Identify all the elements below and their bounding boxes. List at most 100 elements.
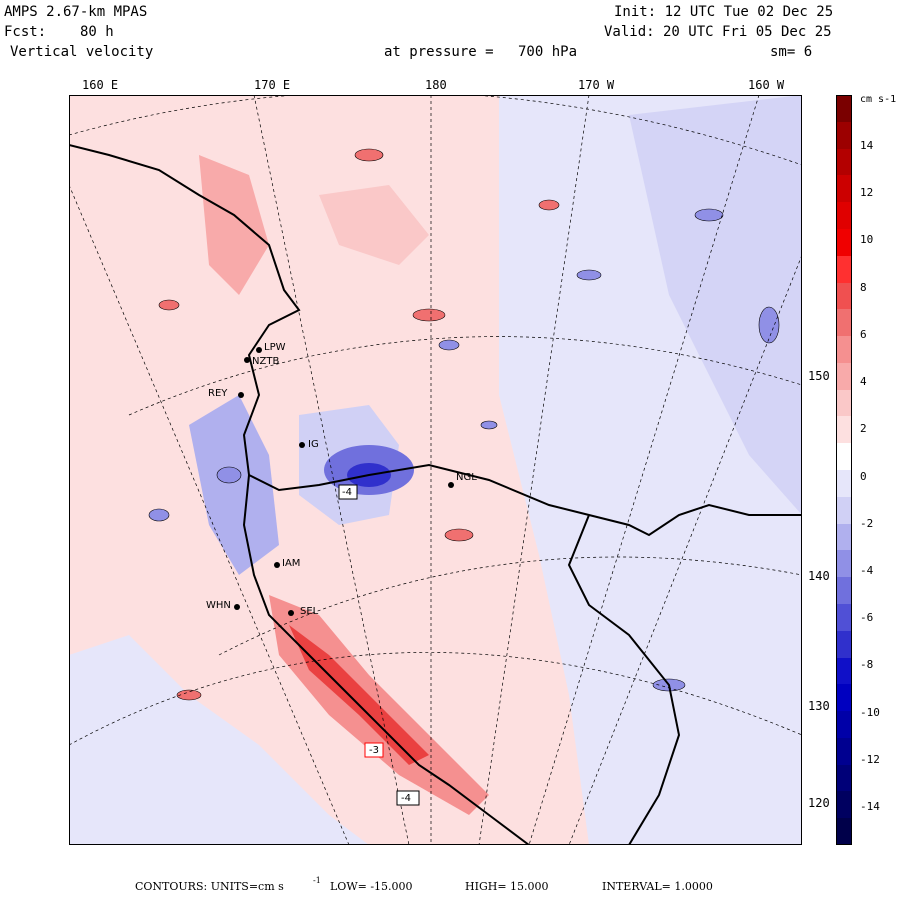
east-blue-band — [629, 95, 802, 515]
lat-circle-3 — [218, 556, 802, 656]
colorbar-swatch — [836, 630, 852, 658]
footer-contours: CONTOURS: UNITS=cm s — [135, 880, 284, 893]
colorbar-swatch — [836, 737, 852, 766]
footer-low: LOW= -15.000 — [330, 880, 413, 893]
forecast-label: Fcst: — [4, 24, 47, 40]
station-label-lpw: LPW — [264, 342, 286, 353]
forecast-hours: 80 h — [80, 24, 114, 40]
transantarctic-coast — [242, 474, 530, 845]
station-dot-nztb — [244, 357, 250, 363]
lon-label-170e: 170 E — [254, 78, 291, 92]
colorbar-tick-label: -2 — [860, 516, 874, 530]
colorbar-swatch — [836, 603, 852, 632]
colorbar — [836, 95, 852, 846]
lon-label-170w: 170 W — [578, 78, 615, 92]
meridian-160w — [528, 95, 760, 845]
colorbar-frame — [836, 95, 852, 845]
station-label-iam: IAM — [282, 558, 301, 569]
colorbar-swatch — [836, 443, 852, 471]
colorbar-swatch — [836, 470, 852, 498]
colorbar-swatch — [836, 818, 852, 846]
model-title: AMPS 2.67-km MPAS — [4, 4, 148, 20]
colorbar-tick-label: 10 — [860, 233, 874, 247]
grounding-line — [567, 514, 681, 845]
map-boxes — [338, 484, 420, 806]
station-dot-iam — [274, 562, 280, 568]
station-dot-rey — [238, 392, 244, 398]
map-annotation-3: -4 — [401, 793, 411, 804]
level-label: at pressure = — [384, 44, 494, 60]
scattered-contour-blobs — [148, 208, 780, 692]
meridian-lines — [69, 95, 802, 845]
colorbar-swatch — [836, 121, 852, 150]
colorbar-swatch — [836, 684, 852, 712]
scattered-positive-blobs — [158, 148, 560, 701]
colorbar-swatch — [836, 711, 852, 739]
lat-label-140w: 140 W — [808, 569, 845, 583]
lat-circle-4 — [69, 652, 802, 746]
colorbar-swatch — [836, 175, 852, 203]
field-name: Vertical velocity — [10, 44, 154, 60]
colorbar-swatch — [836, 255, 852, 283]
ross-ice-shelf-edge — [69, 144, 802, 537]
colorbar-swatch — [836, 202, 852, 230]
station-label-ig: IG — [308, 439, 319, 450]
colorbar-tick-label: -10 — [860, 705, 880, 719]
colorbar-tick-label: -4 — [860, 563, 874, 577]
colorbar-units: cm s-1 — [860, 94, 897, 105]
colorbar-swatch — [836, 791, 852, 819]
valid-time: Valid: 20 UTC Fri 05 Dec 25 — [604, 24, 832, 40]
colorbar-swatch — [836, 389, 852, 417]
colorbar-swatch — [836, 336, 852, 364]
colorbar-swatch — [836, 764, 852, 792]
southwest-blue-region — [69, 635, 369, 845]
colorbar-tick-label: -8 — [860, 658, 874, 672]
station-dot-sel — [288, 610, 294, 616]
lat-circle-2 — [128, 336, 802, 416]
colorbar-swatch — [836, 496, 852, 525]
map-annotation-2: -3 — [369, 745, 379, 756]
station-label-rey: REY — [208, 388, 228, 399]
station-label-nztb: NZTB — [252, 356, 280, 367]
footer-interval: INTERVAL= 1.0000 — [602, 880, 713, 893]
colorbar-swatch — [836, 228, 852, 257]
lat-label-120w: 120 W — [808, 796, 845, 810]
colorbar-tick-label: -6 — [860, 611, 874, 625]
meridian-150w — [568, 254, 802, 845]
station-label-whn: WHN — [206, 600, 231, 611]
colorbar-tick-label: 0 — [860, 469, 867, 483]
init-time: Init: 12 UTC Tue 02 Dec 25 — [614, 4, 834, 20]
colorbar-swatch — [836, 148, 852, 176]
colorbar-tick-label: 6 — [860, 327, 867, 341]
colorbar-swatch — [836, 282, 852, 310]
annotation-box-1 — [338, 484, 358, 500]
lon-label-180: 180 — [425, 78, 447, 92]
station-dot-ig — [299, 442, 305, 448]
annotation-box-2 — [364, 742, 384, 758]
ridge-strong-positive — [289, 625, 429, 765]
colorbar-tick-label: 2 — [860, 422, 867, 436]
meridian-170w — [478, 95, 590, 845]
lon-label-160w: 160 W — [748, 78, 785, 92]
level-value: 700 hPa — [518, 44, 578, 60]
north-central-positive-patch — [319, 185, 429, 265]
north-positive-patch — [199, 155, 269, 295]
colorbar-tick-label: 12 — [860, 186, 874, 200]
colorbar-swatch — [836, 362, 852, 391]
colorbar-tick-label: 8 — [860, 280, 867, 294]
station-dot-ngl — [448, 482, 454, 488]
lat-label-130w: 130 W — [808, 699, 845, 713]
colorbar-swatch — [836, 657, 852, 685]
vertical-velocity-map — [69, 95, 802, 845]
colorbar-swatch — [836, 416, 852, 444]
latitude-circles — [69, 95, 802, 746]
colorbar-tick-label: -14 — [860, 800, 880, 813]
smoothing: sm= 6 — [770, 44, 813, 60]
station-label-sel: SEL — [300, 606, 319, 617]
colorbar-swatch — [836, 523, 852, 551]
annotation-box-3 — [396, 790, 420, 806]
station-dot-whn — [234, 604, 240, 610]
colorbar-swatch — [836, 309, 852, 337]
colorbar-swatch — [836, 550, 852, 578]
colorbar-tick-label: 4 — [860, 375, 867, 389]
